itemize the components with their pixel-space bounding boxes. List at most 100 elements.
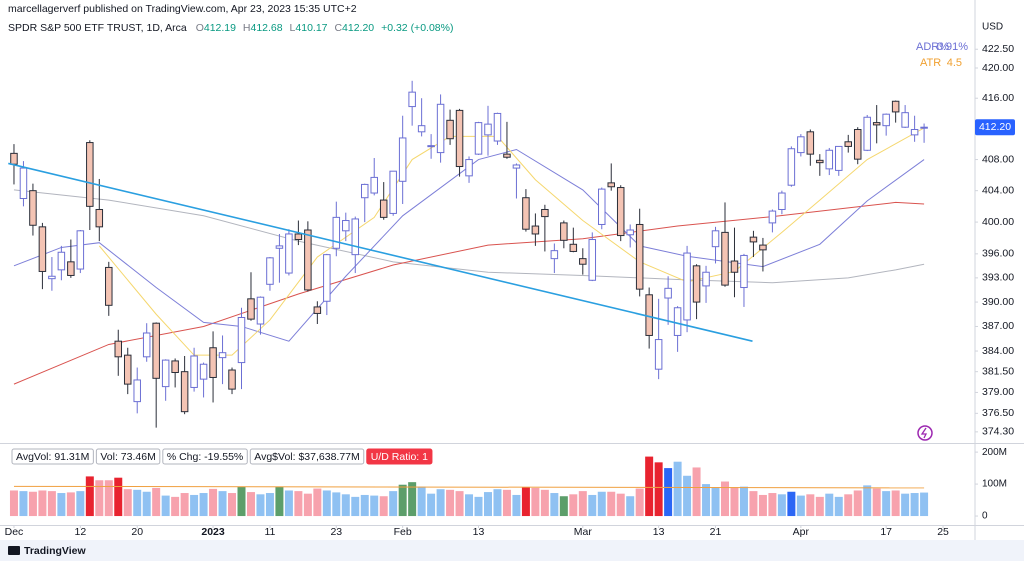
volume-bar	[332, 492, 341, 517]
candle-body	[730, 260, 739, 273]
volume-bar	[474, 496, 483, 517]
candle-body	[664, 287, 672, 299]
volume-pane	[9, 456, 929, 517]
y-tick-label: 420.00	[982, 62, 1014, 74]
volume-bar	[872, 488, 881, 517]
candle-body	[835, 145, 843, 171]
volume-bar	[891, 490, 900, 517]
candle-body	[474, 122, 483, 155]
ohlc-label: L	[290, 22, 296, 34]
volume-bar	[758, 494, 767, 517]
volume-bar	[427, 493, 436, 517]
candle-body	[379, 199, 388, 218]
x-tick-label: 20	[131, 526, 143, 538]
volume-bar	[379, 496, 388, 517]
price-label-box	[975, 119, 1015, 136]
volume-bar	[161, 495, 170, 517]
volume-bar	[626, 496, 635, 517]
volume-bar	[588, 494, 597, 517]
volume-bar	[417, 486, 426, 517]
volume-bar	[702, 484, 711, 517]
ohlc-value: 412.19	[204, 22, 236, 34]
y-tick-label: 384.00	[982, 345, 1014, 357]
volume-bar	[910, 493, 919, 517]
volume-bar	[370, 495, 379, 517]
symbol: SPDR S&P 500 ETF TRUST, 1D, Arca	[8, 22, 187, 34]
volume-bar	[540, 489, 549, 517]
volume-bar	[901, 493, 910, 517]
x-tick-label: 12	[74, 526, 86, 538]
x-tick-label: 25	[937, 526, 949, 538]
candle-body	[171, 360, 179, 374]
publisher: marcellagerverf published on TradingView…	[8, 3, 357, 15]
candle-body	[294, 233, 303, 241]
volume-bar	[882, 491, 891, 517]
adr-value: 0.91%	[937, 41, 968, 53]
candle-body	[910, 129, 919, 136]
candle-body	[19, 167, 28, 199]
price-pane	[8, 80, 928, 428]
volume-bar	[360, 494, 369, 517]
alert-icon[interactable]	[917, 425, 933, 441]
price-label: 412.20	[979, 121, 1011, 133]
volume-bar	[502, 489, 511, 517]
volume-bar	[721, 481, 730, 517]
candle-body	[635, 223, 644, 290]
volume-bar	[152, 487, 161, 517]
candle-body	[541, 208, 549, 218]
volume-bar	[114, 477, 123, 517]
candle-body	[360, 183, 369, 199]
candle-body	[882, 113, 890, 127]
volume-bar	[265, 493, 274, 517]
volume-bar	[635, 488, 644, 517]
volume-bar	[920, 492, 929, 517]
candle-body	[579, 258, 587, 265]
status-text: AvgVol: 91.31M	[16, 451, 89, 463]
volume-bar	[398, 484, 407, 517]
volume-bar	[303, 493, 312, 517]
x-tick-label: Feb	[394, 526, 412, 538]
candle-body	[588, 239, 597, 281]
volume-bar	[749, 491, 758, 517]
brand: TradingView	[24, 545, 86, 557]
volume-bar	[436, 489, 445, 517]
status-text: Vol: 73.46M	[100, 451, 155, 463]
candle-body	[740, 254, 748, 289]
logo-mark	[8, 546, 20, 555]
candle-body	[778, 192, 786, 210]
volume-bar	[777, 494, 786, 517]
volume-tick-label: 200M	[982, 447, 1007, 458]
volume-tick-label: 100M	[982, 479, 1007, 490]
volume-bar	[493, 489, 502, 517]
candle-body	[493, 112, 502, 142]
volume-bar	[256, 494, 265, 517]
ohlc-value: 412.68	[251, 22, 283, 34]
candle-body	[237, 316, 246, 364]
trend-line	[8, 162, 753, 342]
atr-value: 4.5	[947, 57, 962, 69]
candle-body	[759, 244, 767, 251]
volume-bar	[654, 462, 663, 517]
x-tick-label: 11	[264, 526, 275, 538]
candle-body	[408, 91, 416, 108]
candle-body	[86, 142, 94, 207]
volume-bar	[95, 480, 104, 517]
candle-body	[285, 233, 293, 274]
volume-bar	[455, 491, 464, 517]
status-box	[366, 448, 433, 465]
volume-bar	[559, 496, 568, 517]
volume-bar	[218, 491, 227, 517]
candle-body	[398, 137, 407, 182]
volume-bar	[673, 461, 682, 517]
volume-bar	[787, 491, 796, 517]
x-tick-label: Mar	[574, 526, 593, 538]
volume-bar	[228, 493, 237, 517]
candle-body	[702, 271, 710, 287]
candle-body	[351, 218, 360, 256]
candle-body	[446, 119, 454, 140]
candle-body	[67, 261, 75, 276]
ohlc-value: 412.20	[342, 22, 374, 34]
candle-body	[370, 176, 378, 194]
